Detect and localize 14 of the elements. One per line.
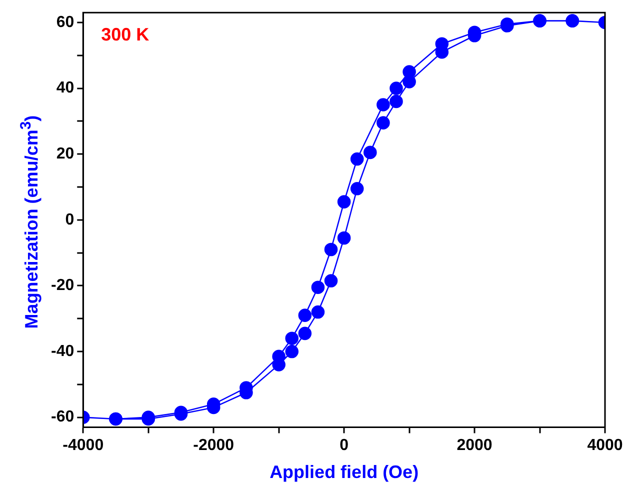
x-axis-title: Applied field (Oe) [270, 462, 419, 482]
x-tick-label: -4000 [62, 437, 104, 454]
x-tick-label: 4000 [587, 437, 623, 454]
y-tick-label: -60 [51, 408, 74, 426]
y-tick-label: -40 [51, 342, 74, 360]
x-tick-label: 2000 [456, 437, 492, 454]
x-tick-label: 0 [340, 437, 349, 454]
x-tick-label: -2000 [193, 437, 234, 454]
annotation: 300 K [101, 24, 150, 45]
y-tick-label: 20 [56, 145, 74, 162]
y-tick-label: 0 [65, 211, 74, 228]
y-tick-label: -20 [51, 277, 74, 294]
y-tick-label: 40 [56, 80, 74, 97]
y-tick-label: 60 [56, 14, 74, 31]
